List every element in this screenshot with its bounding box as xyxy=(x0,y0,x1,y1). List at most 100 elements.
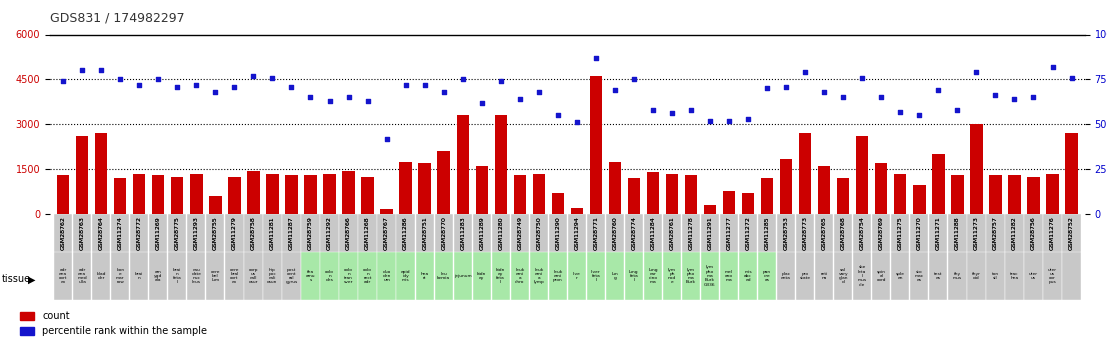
Bar xyxy=(609,161,621,214)
Text: GSM11294: GSM11294 xyxy=(575,216,579,250)
Text: GSM28773: GSM28773 xyxy=(803,216,808,250)
Text: corp
us
call
osur: corp us call osur xyxy=(249,268,258,284)
Text: GSM11291: GSM11291 xyxy=(707,216,713,250)
Point xyxy=(377,136,395,141)
Bar xyxy=(342,170,354,214)
Text: epid
idy
mis: epid idy mis xyxy=(401,270,411,282)
Text: sal
vary
glan
d: sal vary glan d xyxy=(838,268,848,284)
FancyBboxPatch shape xyxy=(891,252,910,300)
Bar xyxy=(152,175,165,214)
Text: GSM11274: GSM11274 xyxy=(117,216,123,250)
Bar xyxy=(742,193,754,214)
Text: GSM11279: GSM11279 xyxy=(231,216,237,250)
Text: uter
us: uter us xyxy=(1030,272,1038,280)
Point xyxy=(853,75,871,80)
Point xyxy=(226,84,244,89)
Point xyxy=(986,93,1004,98)
Point xyxy=(910,112,928,118)
FancyBboxPatch shape xyxy=(1063,252,1080,300)
Bar xyxy=(247,170,259,214)
Text: GSM28751: GSM28751 xyxy=(422,216,427,250)
Point xyxy=(473,100,490,106)
Text: GSM11289: GSM11289 xyxy=(479,216,484,250)
Bar xyxy=(1046,174,1058,214)
Text: GSM28765: GSM28765 xyxy=(821,216,827,250)
Text: lung
feta
l: lung feta l xyxy=(629,270,639,282)
Text: ton
sil: ton sil xyxy=(992,272,999,280)
Point xyxy=(131,82,148,88)
FancyBboxPatch shape xyxy=(701,252,720,300)
Text: GSM11285: GSM11285 xyxy=(765,216,769,250)
Text: kidn
ey
feta
l: kidn ey feta l xyxy=(496,268,506,284)
FancyBboxPatch shape xyxy=(624,214,643,252)
Text: GSM28767: GSM28767 xyxy=(384,216,389,250)
FancyBboxPatch shape xyxy=(415,214,434,252)
Text: GSM28755: GSM28755 xyxy=(213,216,218,250)
Text: GSM28771: GSM28771 xyxy=(593,216,599,250)
Text: GSM11294: GSM11294 xyxy=(575,216,579,250)
Text: GSM28750: GSM28750 xyxy=(536,216,541,250)
Text: test
es: test es xyxy=(934,272,942,280)
Text: GSM11288: GSM11288 xyxy=(955,216,960,250)
FancyBboxPatch shape xyxy=(644,252,662,300)
Point xyxy=(1063,75,1080,80)
Text: GSM11276: GSM11276 xyxy=(1051,216,1055,250)
Text: GSM11282: GSM11282 xyxy=(1012,216,1017,250)
Bar xyxy=(437,151,449,214)
Bar xyxy=(476,166,488,214)
Text: GSM28769: GSM28769 xyxy=(879,216,883,250)
Text: GSM28758: GSM28758 xyxy=(251,216,256,250)
Bar xyxy=(114,178,126,214)
Bar xyxy=(95,133,107,214)
Point xyxy=(321,98,339,104)
Bar xyxy=(685,175,697,214)
FancyBboxPatch shape xyxy=(206,252,225,300)
Text: GSM28774: GSM28774 xyxy=(631,216,637,250)
Bar xyxy=(704,205,716,214)
FancyBboxPatch shape xyxy=(949,252,966,300)
FancyBboxPatch shape xyxy=(777,214,795,252)
Text: pan
cre
as: pan cre as xyxy=(763,270,772,282)
Text: adr
ena
med
ulla: adr ena med ulla xyxy=(77,268,87,284)
Bar xyxy=(76,136,89,214)
FancyBboxPatch shape xyxy=(131,214,148,252)
FancyBboxPatch shape xyxy=(777,252,795,300)
Bar xyxy=(646,172,659,214)
Bar xyxy=(267,174,279,214)
Text: GSM28751: GSM28751 xyxy=(422,216,427,250)
Bar xyxy=(913,186,925,214)
Point xyxy=(891,109,909,115)
FancyBboxPatch shape xyxy=(282,214,301,252)
Text: jejunum: jejunum xyxy=(454,274,472,278)
Text: GSM28770: GSM28770 xyxy=(442,216,446,250)
Point xyxy=(682,107,700,112)
FancyBboxPatch shape xyxy=(168,252,186,300)
FancyBboxPatch shape xyxy=(739,214,757,252)
FancyBboxPatch shape xyxy=(682,252,700,300)
FancyBboxPatch shape xyxy=(1044,214,1062,252)
Text: GSM28749: GSM28749 xyxy=(517,216,523,250)
Text: GSM28775: GSM28775 xyxy=(175,216,179,250)
Text: GSM11286: GSM11286 xyxy=(403,216,408,250)
Text: GSM11287: GSM11287 xyxy=(289,216,294,250)
Point xyxy=(359,98,376,104)
Text: GSM11290: GSM11290 xyxy=(556,216,560,250)
Point xyxy=(816,89,834,95)
Bar xyxy=(876,163,888,214)
FancyBboxPatch shape xyxy=(225,214,244,252)
Bar xyxy=(456,115,469,214)
FancyBboxPatch shape xyxy=(454,252,472,300)
FancyBboxPatch shape xyxy=(910,214,929,252)
Text: cere
bral
cort
ex: cere bral cort ex xyxy=(229,268,239,284)
FancyBboxPatch shape xyxy=(663,214,681,252)
FancyBboxPatch shape xyxy=(872,214,890,252)
Text: lym
ph
nod
e: lym ph nod e xyxy=(668,268,676,284)
Point xyxy=(54,78,72,84)
Text: GSM11281: GSM11281 xyxy=(270,216,275,250)
FancyBboxPatch shape xyxy=(968,214,985,252)
Text: GSM11293: GSM11293 xyxy=(194,216,199,250)
Point xyxy=(930,87,948,93)
Bar xyxy=(1065,133,1078,214)
Text: lung
car
cino
ma: lung car cino ma xyxy=(648,268,658,284)
Text: GSM11292: GSM11292 xyxy=(327,216,332,250)
